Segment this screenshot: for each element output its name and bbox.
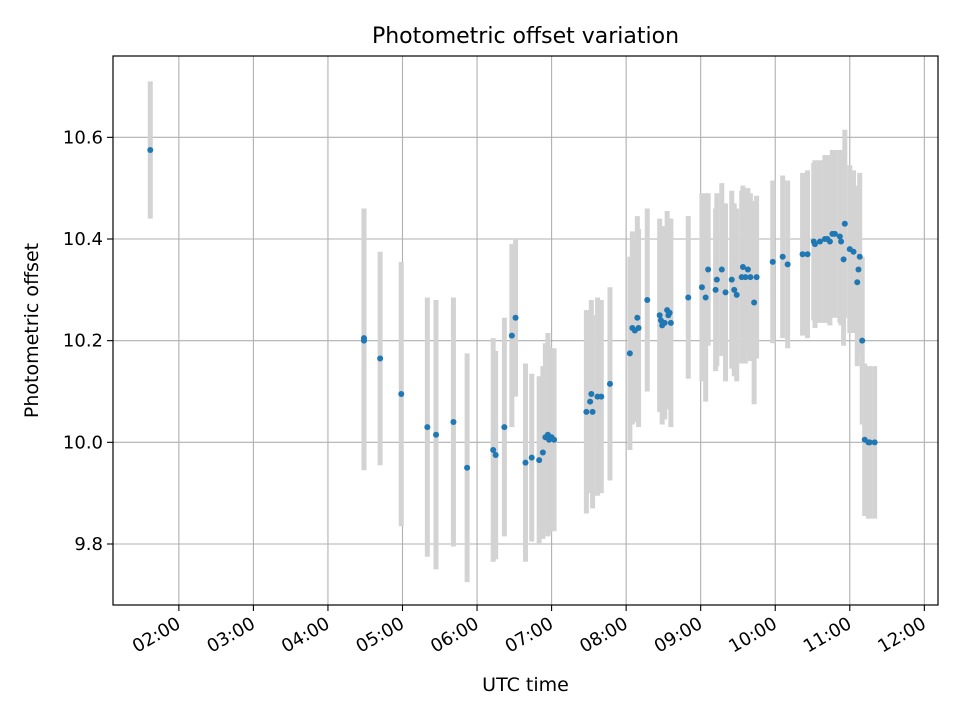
data-point (722, 289, 729, 296)
data-point (859, 337, 866, 344)
data-point (587, 398, 594, 405)
data-point (360, 337, 367, 344)
data-points (147, 147, 878, 471)
data-point (856, 253, 863, 260)
data-point (804, 251, 811, 258)
data-point (508, 332, 515, 339)
data-point (698, 284, 705, 291)
y-tick-label: 10.4 (63, 229, 103, 250)
data-point (799, 251, 806, 258)
data-point (464, 464, 471, 471)
error-bars (147, 81, 878, 583)
data-point (450, 419, 457, 425)
chart-title: Photometric offset variation (372, 24, 679, 49)
y-tick-label: 9.8 (74, 534, 103, 555)
y-axis-label: Photometric offset (21, 243, 43, 418)
data-point (866, 439, 873, 446)
data-point (831, 230, 838, 237)
data-point (854, 279, 861, 286)
data-point (551, 436, 558, 443)
data-point (702, 294, 709, 301)
data-point (583, 408, 590, 415)
data-point (626, 350, 633, 357)
data-point (713, 276, 720, 283)
data-point (733, 291, 740, 298)
data-point (836, 233, 843, 240)
data-point (751, 299, 758, 306)
x-tick-label: 03:00 (203, 613, 258, 657)
x-tick-label: 02:00 (129, 613, 184, 657)
y-tick-label: 10.0 (63, 432, 103, 453)
data-point (705, 266, 712, 273)
data-point (606, 380, 613, 387)
data-point (377, 355, 384, 362)
data-point (522, 459, 529, 466)
data-point (779, 253, 786, 260)
data-point (667, 319, 674, 326)
data-point (747, 274, 754, 281)
data-point (712, 286, 719, 293)
x-tick-label: 08:00 (576, 613, 631, 657)
data-point (840, 256, 847, 263)
x-tick-label: 04:00 (278, 613, 333, 657)
data-point (644, 297, 651, 303)
data-point (826, 238, 833, 245)
data-point (811, 241, 818, 248)
data-point (855, 266, 862, 273)
x-tick-label: 05:00 (353, 613, 408, 657)
plot-frame (112, 55, 939, 606)
data-point (816, 238, 823, 245)
data-point (718, 266, 725, 273)
data-point (433, 431, 440, 438)
data-point (536, 457, 543, 464)
data-point (841, 220, 848, 227)
x-tick-label: 06:00 (427, 613, 482, 657)
data-point (656, 312, 663, 319)
data-point (147, 147, 154, 154)
data-point (539, 449, 546, 456)
x-axis-label: UTC time (482, 674, 569, 696)
data-point (742, 274, 749, 281)
data-point (490, 446, 497, 453)
x-tick-label: 07:00 (502, 613, 557, 657)
data-point (850, 248, 857, 255)
data-point (589, 408, 596, 415)
y-tick-label: 10.6 (63, 127, 103, 148)
data-point (769, 258, 776, 265)
data-point (871, 439, 878, 446)
data-point (634, 314, 641, 321)
x-tick-label: 10:00 (725, 613, 780, 657)
data-point (666, 309, 673, 316)
data-point (635, 324, 642, 331)
data-point (728, 276, 735, 283)
data-point (588, 391, 595, 398)
y-tick-label: 10.2 (63, 331, 103, 352)
data-point (492, 452, 499, 459)
data-point (685, 294, 692, 301)
x-tick-label: 09:00 (651, 613, 706, 657)
data-point (753, 274, 760, 281)
data-point (501, 424, 508, 431)
data-point (424, 424, 431, 431)
data-point (731, 286, 738, 293)
x-tick-label: 12:00 (874, 613, 929, 657)
data-point (528, 454, 535, 461)
data-point (512, 314, 519, 321)
data-point (784, 261, 791, 268)
data-point (744, 266, 751, 273)
x-tick-label: 11:00 (800, 613, 855, 657)
data-point (739, 263, 746, 270)
data-point (838, 238, 845, 245)
data-point (598, 393, 605, 400)
data-point (661, 319, 668, 326)
data-point (398, 391, 405, 398)
